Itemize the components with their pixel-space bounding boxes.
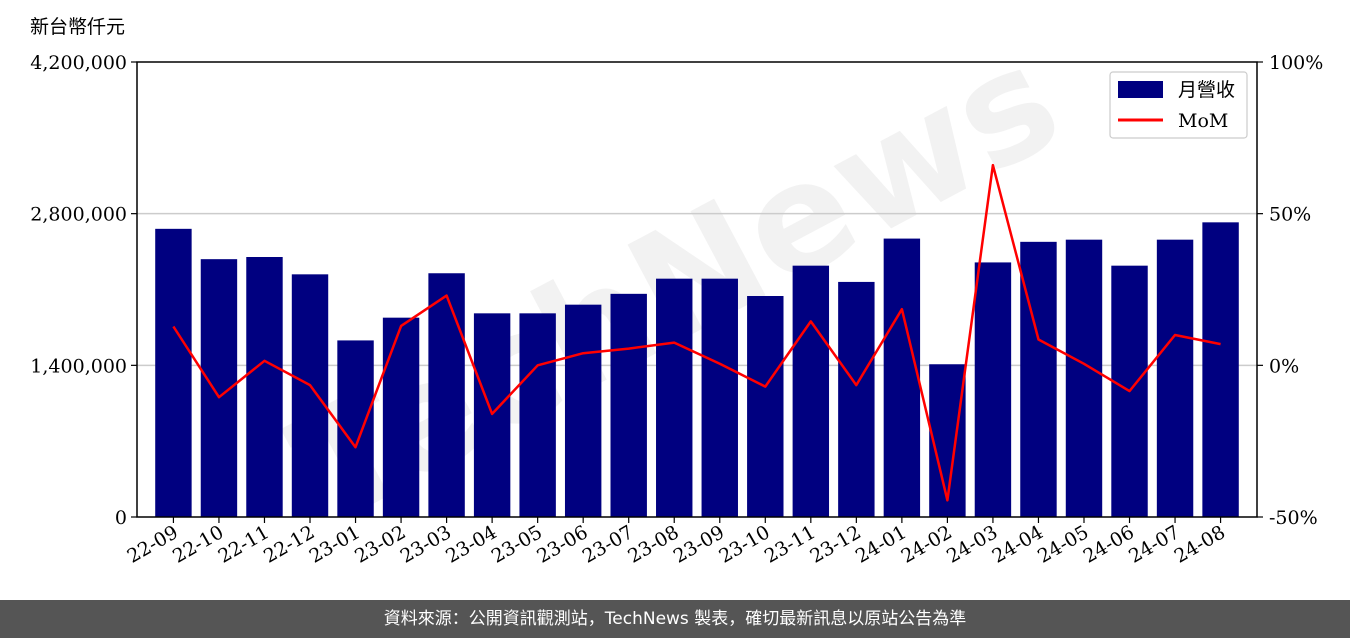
- plot-frame: [136, 61, 1258, 518]
- x-tick-label: 24-05: [1034, 521, 1092, 567]
- x-tick-label: 23-03: [397, 521, 455, 567]
- left-tick-label: 4,200,000: [30, 52, 127, 74]
- revenue-bar: [610, 293, 647, 517]
- x-tick-label: 24-04: [989, 521, 1047, 567]
- revenue-bar: [155, 228, 192, 518]
- right-tick-label: -50%: [1269, 507, 1318, 529]
- revenue-bar: [473, 313, 511, 517]
- mom-line: [172, 163, 1221, 502]
- source-footer: 資料來源：公開資訊觀測站，TechNews 製表，確切最新訊息以原站公告為準: [0, 600, 1350, 638]
- x-tick-label: 23-05: [488, 521, 546, 567]
- x-tick-label: 23-06: [533, 521, 591, 567]
- x-tick-label: 22-10: [169, 521, 227, 567]
- unit-label: 新台幣仟元: [30, 16, 125, 38]
- x-tick-label: 23-10: [715, 521, 773, 567]
- x-tick-label: 23-08: [624, 521, 682, 567]
- x-tick-label: 23-12: [806, 521, 864, 567]
- revenue-bar: [519, 313, 556, 517]
- x-tick-label: 24-07: [1125, 521, 1183, 567]
- legend-bar-swatch: [1118, 81, 1163, 98]
- x-tick-label: 22-12: [260, 521, 318, 567]
- revenue-bar: [883, 238, 921, 518]
- x-tick-label: 24-08: [1171, 521, 1229, 567]
- revenue-bar: [701, 278, 738, 517]
- revenue-bar: [1202, 222, 1239, 518]
- x-tick-label: 24-03: [943, 521, 1001, 567]
- revenue-bar: [291, 274, 329, 517]
- revenue-bar: [564, 304, 602, 517]
- revenue-bar: [382, 317, 420, 517]
- x-tick-label: 24-01: [852, 521, 910, 567]
- revenue-bar: [1065, 239, 1103, 517]
- legend-bar-label: 月營收: [1178, 79, 1235, 101]
- right-tick-label: 0%: [1269, 355, 1299, 377]
- revenue-bar: [838, 281, 875, 517]
- x-tick-label: 24-06: [1080, 521, 1138, 567]
- x-tick-label: 23-04: [442, 521, 500, 567]
- revenue-bar: [1020, 241, 1057, 518]
- revenue-bar: [656, 278, 693, 517]
- revenue-bar: [792, 265, 830, 517]
- x-tick-label: 23-07: [579, 521, 637, 567]
- right-tick-label: 50%: [1269, 204, 1311, 226]
- revenue-bar: [1156, 239, 1194, 517]
- revenue-bar: [747, 296, 784, 517]
- x-tick-label: 24-02: [897, 521, 955, 567]
- legend-line-label: MoM: [1178, 110, 1228, 132]
- left-tick-label: 2,800,000: [30, 204, 127, 226]
- revenue-bar: [428, 273, 465, 517]
- right-tick-label: 100%: [1269, 52, 1323, 74]
- left-tick-label: 1,400,000: [30, 355, 127, 377]
- revenue-bar: [974, 262, 1012, 517]
- revenue-chart: TechNews01,400,0002,800,0004,200,000-50%…: [30, 12, 1323, 568]
- revenue-bar: [246, 257, 283, 517]
- left-tick-label: 0: [115, 507, 127, 529]
- x-tick-label: 22-11: [215, 521, 273, 567]
- x-tick-label: 23-09: [670, 521, 728, 567]
- x-tick-label: 22-09: [123, 521, 181, 567]
- x-tick-label: 23-11: [761, 521, 819, 567]
